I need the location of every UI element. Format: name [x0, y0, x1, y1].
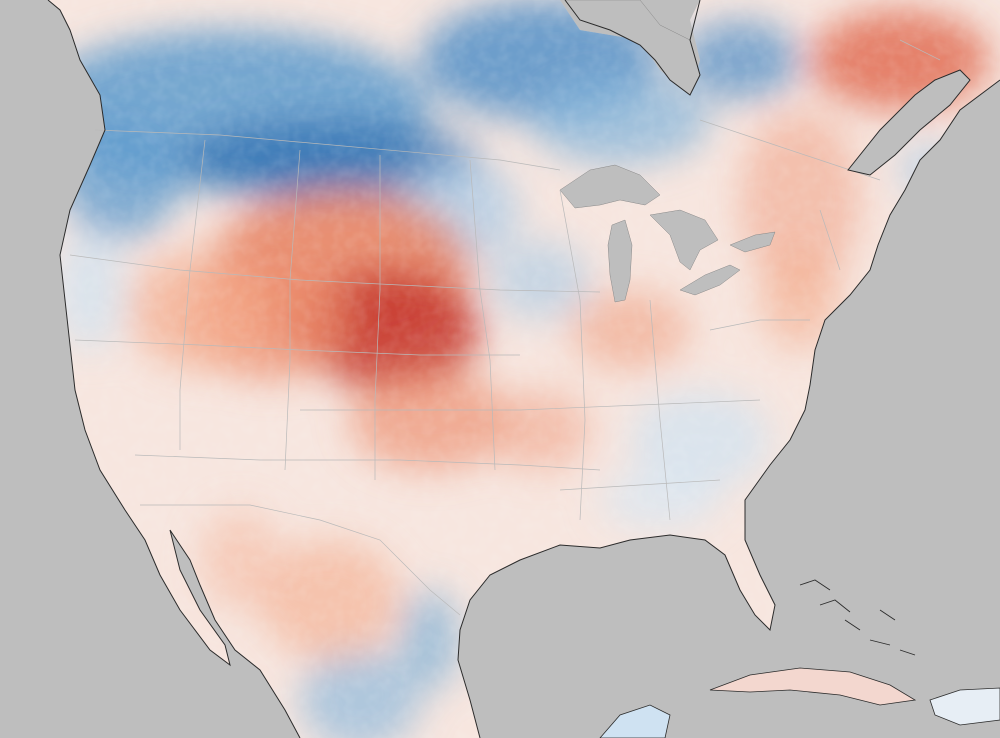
hispaniola [929, 687, 1000, 726]
yucatan-tip [599, 704, 671, 738]
us-canada-border [94, 129, 561, 171]
us-mexico-border [140, 504, 461, 616]
gulf-st-lawrence-coast [847, 69, 971, 176]
hudson-bay-coast [564, 0, 701, 96]
coastlines [47, 0, 1000, 738]
bahamas [799, 579, 916, 656]
lake-erie [679, 264, 741, 296]
lake-michigan [607, 219, 633, 303]
atlantic-gulf-coast [457, 79, 1000, 738]
state-borders [69, 39, 941, 616]
lake-ontario [729, 231, 776, 253]
lake-huron [649, 209, 719, 271]
caribbean-islands [599, 579, 1000, 738]
pacific-coast [47, 0, 301, 738]
lake-superior [559, 164, 661, 209]
cuba [709, 667, 917, 706]
lakes [559, 0, 971, 303]
